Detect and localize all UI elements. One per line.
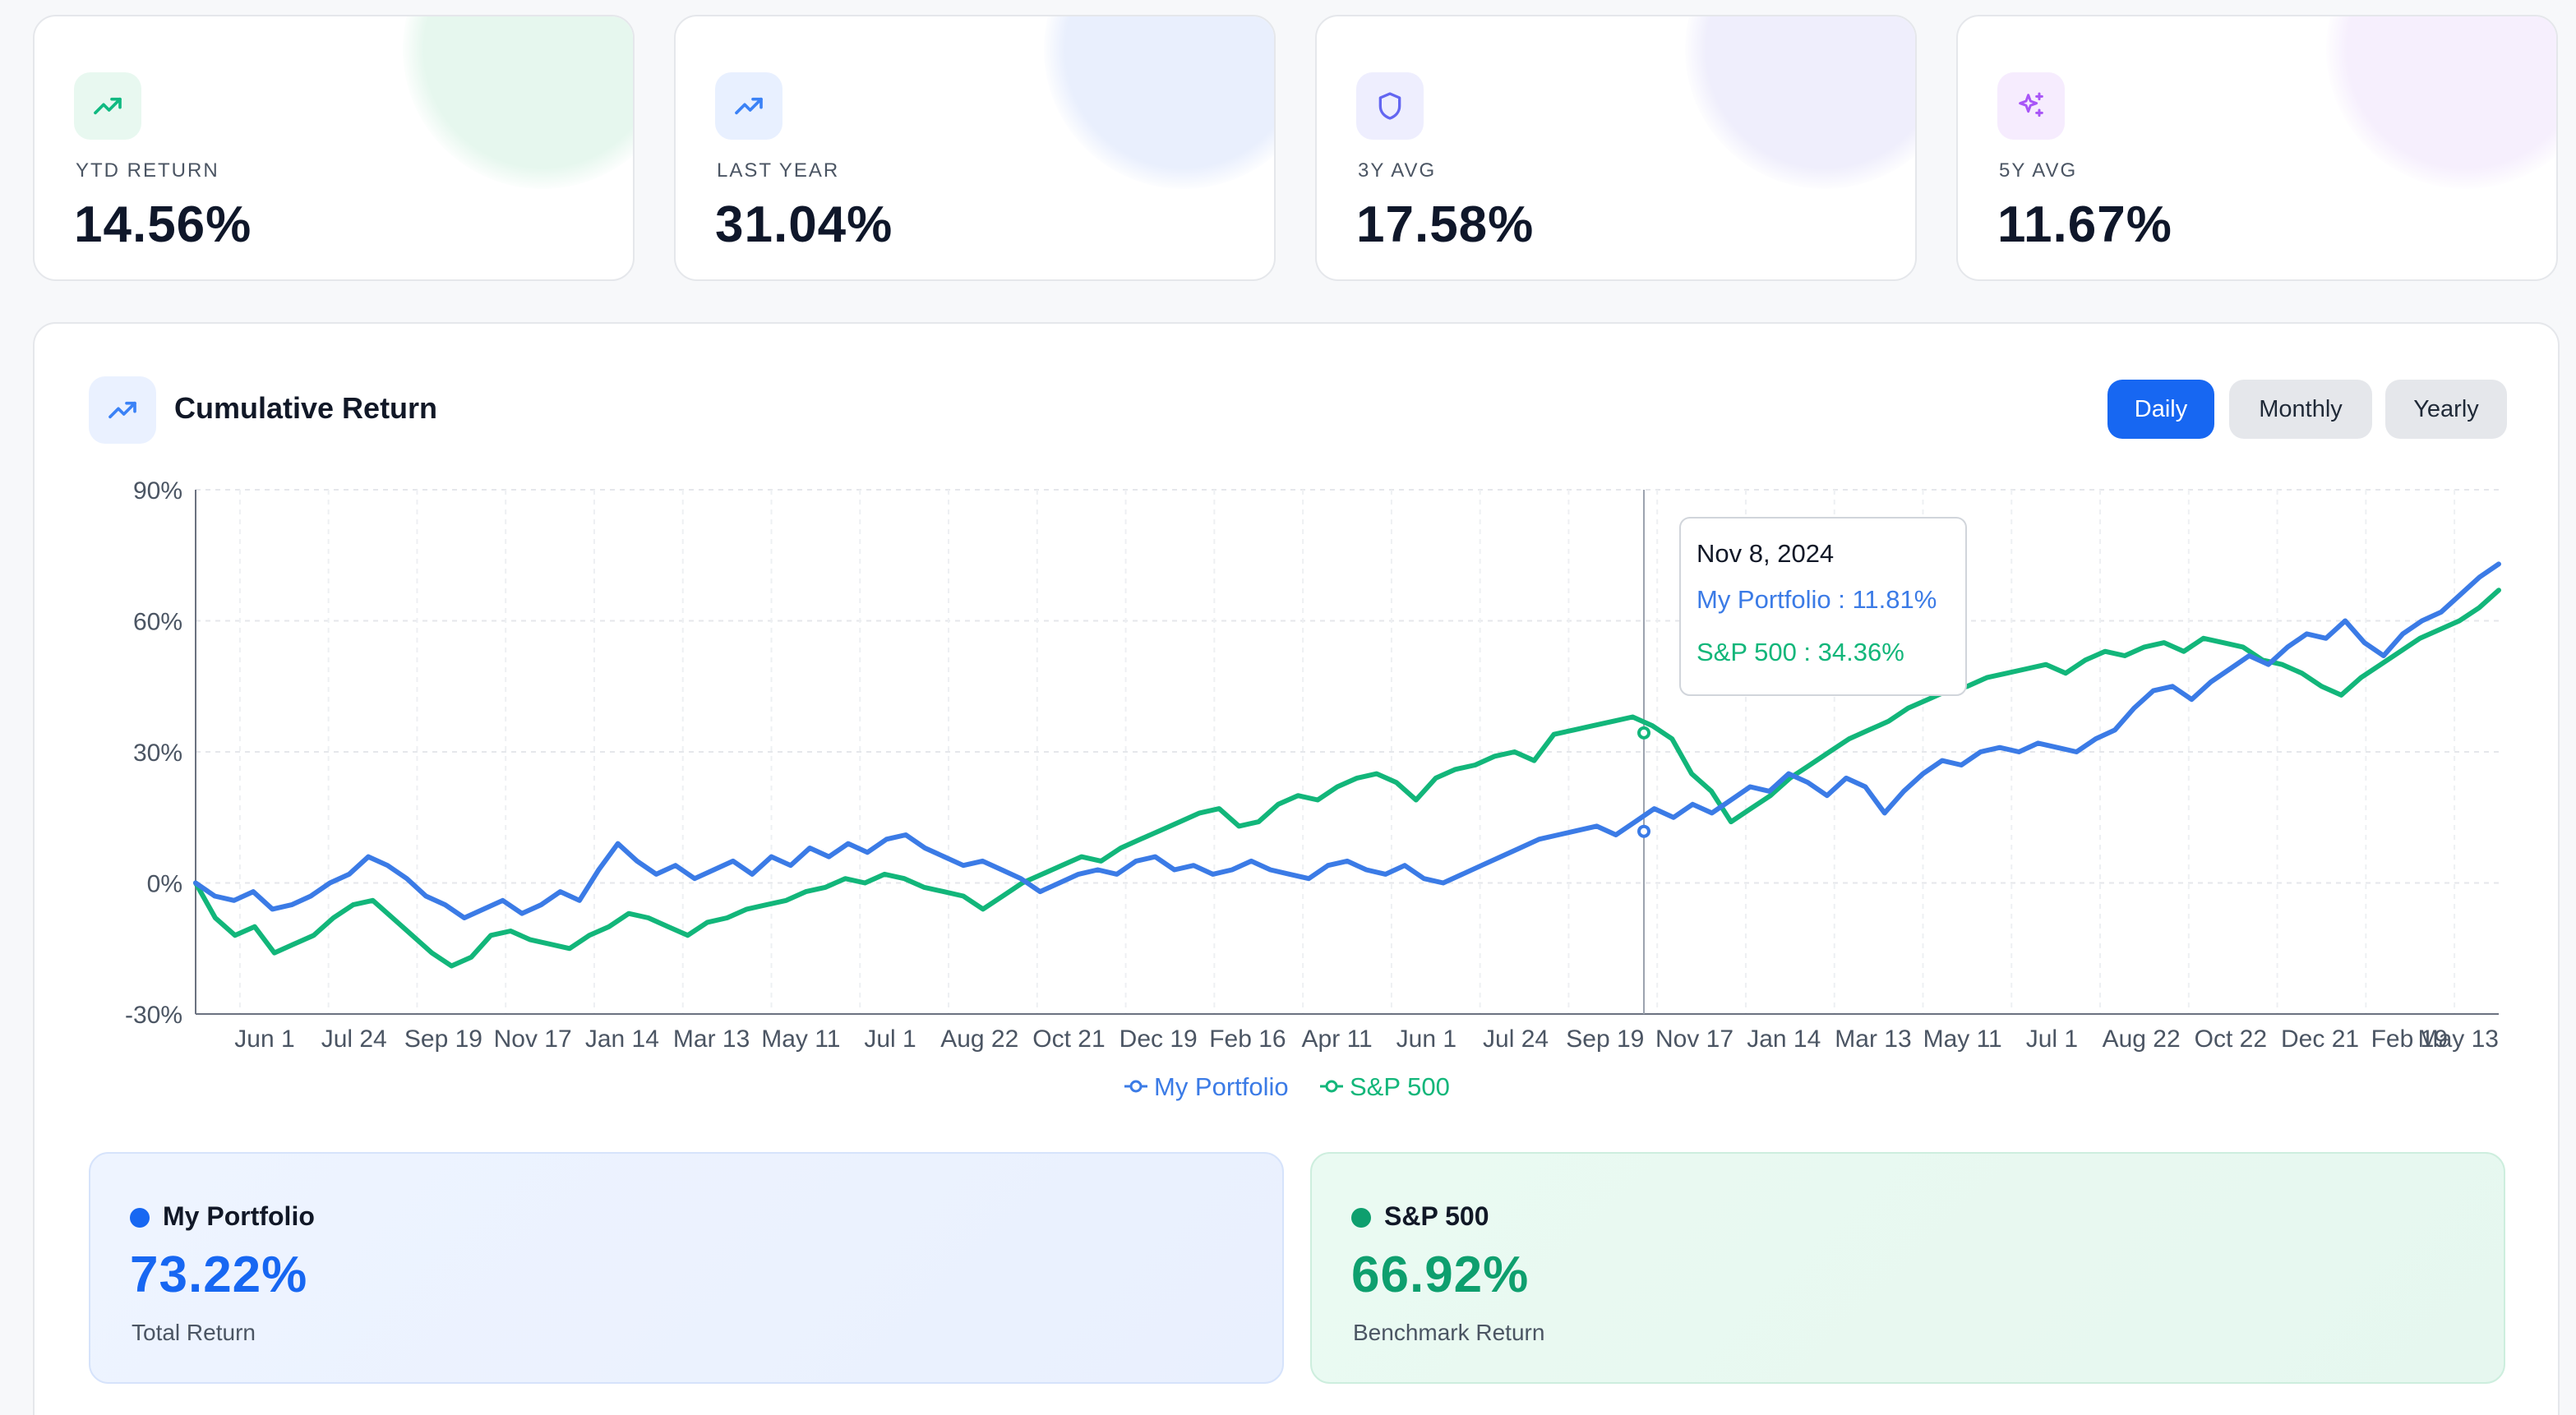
portfolio-summary-card: My Portfolio 73.22% Total Return — [89, 1152, 1284, 1384]
benchmark-dot — [1351, 1208, 1371, 1228]
y-tick-label: 90% — [133, 477, 182, 505]
x-tick-label: Dec 19 — [1119, 1026, 1198, 1053]
x-tick-label: Jun 1 — [1396, 1026, 1457, 1053]
trending-up-icon — [735, 97, 763, 115]
panel-icon-box — [89, 376, 156, 444]
x-tick-label: Mar 13 — [1835, 1026, 1911, 1053]
trending-up-icon — [108, 401, 136, 419]
portfolio-caption: Total Return — [132, 1320, 256, 1345]
x-tick-label: Dec 21 — [2281, 1026, 2359, 1053]
card-glow — [2326, 16, 2556, 189]
card-glow — [1044, 16, 1274, 189]
stat-icon-box — [715, 72, 782, 140]
stat-card-ytd: YTD RETURN 14.56% — [33, 15, 635, 281]
stat-label: YTD RETURN — [76, 159, 219, 182]
stat-value: 17.58% — [1356, 196, 1535, 253]
tooltip-box — [1679, 517, 1967, 696]
cumulative-return-chart[interactable]: -30% 0% 30% 60% 90% Jun 1 Jul 24 Sep 19 Nov 17 Ja… — [35, 324, 2561, 1113]
tooltip-date: Nov 8, 2024 — [1697, 539, 1834, 568]
sparkles-icon — [2019, 92, 2043, 118]
x-tick-label: Jul 24 — [321, 1026, 387, 1053]
x-tick-label: Apr 11 — [1302, 1026, 1373, 1053]
y-tick-label: 0% — [147, 871, 182, 898]
portfolio-dot — [130, 1208, 150, 1228]
benchmark-summary-card: S&P 500 66.92% Benchmark Return — [1310, 1152, 2505, 1384]
y-tick-label: 30% — [133, 740, 182, 767]
x-tick-label: Sep 19 — [1566, 1026, 1644, 1053]
yearly-toggle-button[interactable]: Yearly — [2385, 380, 2507, 439]
stat-icon-box — [74, 72, 141, 140]
x-tick-label: Jul 24 — [1483, 1026, 1549, 1053]
x-tick-label: Nov 17 — [494, 1026, 572, 1053]
stat-icon-box — [1997, 72, 2065, 140]
legend-portfolio-swatch-dot — [1129, 1080, 1143, 1093]
stat-label: 3Y AVG — [1358, 159, 1437, 182]
stat-card-last-year: LAST YEAR 31.04% — [674, 15, 1276, 281]
x-tick-label: Aug 22 — [2103, 1026, 2181, 1053]
legend-benchmark-swatch-dot — [1325, 1080, 1338, 1093]
series-line-benchmark — [193, 588, 2501, 969]
x-tick-label: Feb 19 — [2371, 1026, 2448, 1053]
benchmark-caption: Benchmark Return — [1353, 1320, 1545, 1345]
shield-icon — [1378, 92, 1401, 120]
x-tick-label: May 13 — [2418, 1026, 2499, 1053]
x-tick-label: Mar 13 — [673, 1026, 750, 1053]
x-tick-label: Sep 19 — [404, 1026, 482, 1053]
tooltip-portfolio-value: My Portfolio : 11.81% — [1697, 585, 1937, 614]
x-tick-label: Jul 1 — [2026, 1026, 2078, 1053]
x-tick-label: May 11 — [1923, 1026, 2002, 1053]
stat-value: 31.04% — [715, 196, 893, 253]
y-tick-label: -30% — [125, 1002, 182, 1029]
x-tick-label: Jan 14 — [585, 1026, 659, 1053]
hover-point-benchmark — [1637, 726, 1650, 740]
hover-point-portfolio — [1637, 824, 1650, 838]
x-tick-label: Oct 22 — [2195, 1026, 2267, 1053]
x-tick-label: Oct 21 — [1032, 1026, 1105, 1053]
trending-up-icon — [94, 97, 122, 115]
stat-icon-box — [1356, 72, 1424, 140]
x-tick-label: Feb 16 — [1209, 1026, 1286, 1053]
tooltip-benchmark-value: S&P 500 : 34.36% — [1697, 638, 1904, 666]
stat-card-3y-avg: 3Y AVG 17.58% — [1315, 15, 1917, 281]
x-tick-label: Jan 14 — [1747, 1026, 1821, 1053]
x-tick-label: Aug 22 — [940, 1026, 1018, 1053]
x-tick-label: Nov 17 — [1655, 1026, 1733, 1053]
cumulative-return-panel: Cumulative Return Daily Monthly Yearly -… — [33, 322, 2560, 1415]
benchmark-summary-name: S&P 500 — [1384, 1201, 1489, 1231]
stat-card-5y-avg: 5Y AVG 11.67% — [1956, 15, 2558, 281]
series-line-portfolio — [193, 561, 2501, 920]
stat-value: 11.67% — [1997, 196, 2172, 253]
x-tick-label: Jul 1 — [864, 1026, 916, 1053]
legend-portfolio-label: My Portfolio — [1154, 1072, 1289, 1101]
stat-value: 14.56% — [74, 196, 252, 253]
stat-label: LAST YEAR — [717, 159, 840, 182]
card-glow — [403, 16, 633, 189]
y-tick-label: 60% — [133, 609, 182, 636]
x-tick-label: Jun 1 — [234, 1026, 294, 1053]
legend-benchmark-label: S&P 500 — [1350, 1072, 1450, 1101]
monthly-toggle-button[interactable]: Monthly — [2229, 380, 2372, 439]
portfolio-summary-name: My Portfolio — [163, 1201, 315, 1231]
x-tick-label: May 11 — [761, 1026, 840, 1053]
portfolio-total-return: 73.22% — [130, 1247, 308, 1303]
card-glow — [1685, 16, 1915, 189]
stat-label: 5Y AVG — [1999, 159, 2078, 182]
panel-title: Cumulative Return — [174, 391, 438, 425]
daily-toggle-button[interactable]: Daily — [2107, 380, 2214, 439]
benchmark-return: 66.92% — [1351, 1247, 1530, 1303]
